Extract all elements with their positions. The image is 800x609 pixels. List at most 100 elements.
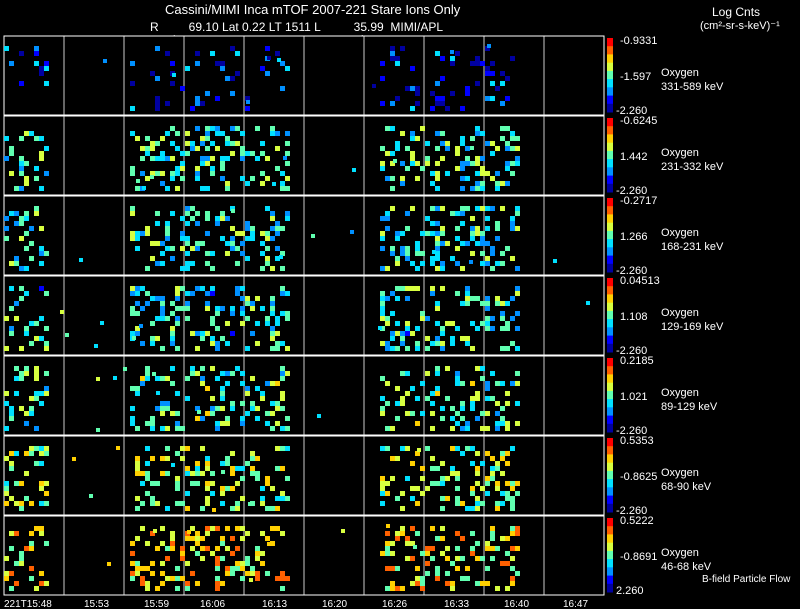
data-cell [385, 216, 390, 221]
data-cell [39, 461, 44, 466]
data-cell [220, 541, 225, 546]
data-cell [240, 496, 245, 501]
data-cell [215, 581, 220, 586]
data-cell [440, 101, 445, 106]
data-cell [140, 471, 145, 476]
data-cell [210, 341, 215, 346]
data-cell [390, 151, 395, 156]
data-cell [450, 50, 454, 54]
data-cell [190, 471, 195, 476]
data-cell [260, 181, 265, 186]
data-cell [405, 371, 410, 376]
data-cell [165, 101, 170, 106]
data-cell [250, 471, 255, 476]
data-cell [14, 581, 19, 586]
data-cell [14, 501, 19, 506]
data-cell [455, 381, 460, 386]
data-cell [445, 546, 450, 551]
data-cell [9, 571, 14, 576]
data-cell [235, 481, 240, 486]
data-cell [400, 131, 405, 136]
data-cell [210, 291, 215, 296]
colorbar-mid-label: -0.8625 [620, 471, 657, 483]
data-cell [145, 461, 150, 466]
data-cell [470, 446, 475, 451]
data-cell [200, 381, 205, 386]
data-cell [170, 246, 175, 251]
data-cell [485, 71, 490, 76]
colorbar-segment [607, 583, 613, 593]
data-cell [220, 391, 225, 396]
data-cell [250, 151, 255, 156]
data-cell [235, 261, 240, 266]
data-cell [495, 501, 500, 506]
data-cell [460, 451, 465, 456]
data-cell [205, 481, 210, 486]
data-cell [485, 256, 490, 261]
data-cell [116, 446, 120, 450]
data-cell [9, 586, 14, 591]
data-cell [130, 231, 135, 236]
panel-energy-label: 129-169 keV [661, 321, 724, 333]
data-cell [9, 61, 14, 66]
chart-title: Cassini/MIMI Inca mTOF 2007-221 Stare Io… [165, 2, 461, 17]
panel-energy-label: 231-332 keV [661, 161, 724, 173]
data-cell [195, 481, 200, 486]
data-cell [44, 341, 49, 346]
data-cell [410, 486, 415, 491]
data-cell [150, 571, 155, 576]
data-cell [165, 576, 170, 581]
data-cell [185, 211, 190, 216]
data-cell [4, 486, 9, 491]
data-cell [410, 156, 415, 161]
data-cell [205, 161, 210, 166]
data-cell [455, 476, 460, 481]
data-cell [495, 506, 500, 511]
data-cell [140, 341, 145, 346]
data-cell [230, 76, 235, 81]
data-cell [480, 181, 485, 186]
data-cell [400, 231, 405, 236]
data-cell [9, 151, 14, 156]
data-cell [465, 296, 470, 301]
data-cell [250, 236, 255, 241]
data-cell [39, 501, 44, 506]
data-cell [240, 536, 245, 541]
data-cell [250, 331, 255, 336]
data-cell [470, 216, 475, 221]
data-cell [285, 141, 290, 146]
data-cell [240, 131, 245, 136]
data-cell [220, 491, 225, 496]
data-cell [155, 106, 160, 111]
data-cell [225, 321, 230, 326]
data-cell [270, 401, 275, 406]
data-cell [410, 151, 415, 156]
data-cell [485, 581, 490, 586]
data-cell [480, 131, 485, 136]
data-cell [341, 529, 345, 533]
data-cell [490, 326, 495, 331]
data-cell [440, 266, 445, 271]
colorbar-segment [607, 575, 613, 585]
data-cell [195, 371, 200, 376]
data-cell [505, 326, 510, 331]
data-cell [475, 241, 480, 246]
data-cell [19, 376, 24, 381]
data-cell [34, 366, 39, 371]
data-cell [510, 316, 515, 321]
data-cell [390, 346, 395, 351]
data-cell [245, 316, 250, 321]
data-cell [378, 326, 382, 330]
data-cell [230, 571, 235, 576]
data-cell [255, 126, 260, 131]
data-cell [480, 206, 485, 211]
data-cell [510, 496, 515, 501]
colorbar-segment [607, 167, 613, 176]
data-cell [445, 321, 450, 326]
data-cell [420, 466, 425, 471]
data-cell [460, 166, 465, 171]
data-cell [260, 306, 265, 311]
data-cell [265, 246, 270, 251]
data-cell [29, 541, 34, 546]
data-cell [245, 346, 250, 351]
